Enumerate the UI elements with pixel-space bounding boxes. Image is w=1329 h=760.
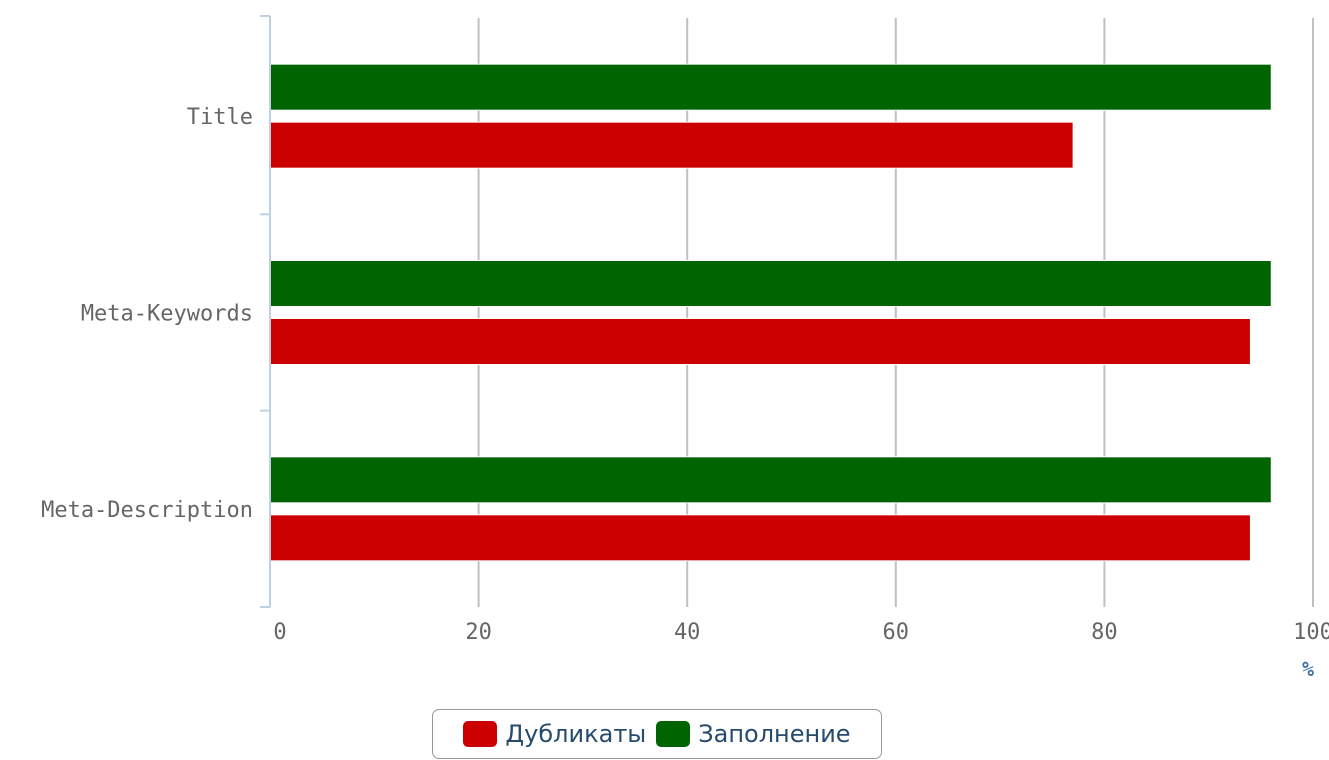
x-tick-label-60: 60 bbox=[883, 620, 910, 645]
category-label-meta-keywords: Meta-Keywords bbox=[81, 302, 253, 327]
bar-duplicates-meta-keywords[interactable] bbox=[269, 318, 1251, 365]
x-tick-labels: 0 20 40 60 80 100 bbox=[273, 620, 1329, 645]
legend: Дубликаты Заполнение bbox=[432, 709, 882, 759]
x-tick-label-40: 40 bbox=[674, 620, 701, 645]
bar-fill-meta-description[interactable] bbox=[269, 456, 1272, 504]
x-tick-label-20: 20 bbox=[465, 620, 492, 645]
x-tick-label-100: 100 bbox=[1293, 620, 1329, 645]
legend-swatch-fill bbox=[656, 721, 691, 747]
x-tick-label-0: 0 bbox=[273, 620, 286, 645]
x-tick-label-80: 80 bbox=[1091, 620, 1118, 645]
category-axis bbox=[260, 15, 271, 608]
bar-fill-title[interactable] bbox=[269, 63, 1272, 111]
bar-fill-meta-keywords[interactable] bbox=[269, 260, 1272, 307]
legend-item-fill[interactable]: Заполнение bbox=[656, 720, 851, 748]
bar-duplicates-title[interactable] bbox=[269, 121, 1074, 169]
bar-chart: Title Meta-Keywords Meta-Description 0 20 40… bbox=[41, 15, 1329, 681]
bar-duplicates-meta-description[interactable] bbox=[269, 514, 1251, 562]
legend-item-duplicates[interactable]: Дубликаты bbox=[463, 720, 646, 748]
legend-label-fill: Заполнение bbox=[698, 720, 851, 748]
category-label-title: Title bbox=[187, 105, 253, 130]
bars bbox=[269, 63, 1272, 562]
grid-lines bbox=[477, 18, 1314, 607]
x-axis-unit-label: % bbox=[1302, 657, 1314, 681]
category-label-meta-description: Meta-Description bbox=[41, 498, 253, 523]
category-labels: Title Meta-Keywords Meta-Description bbox=[41, 105, 253, 523]
legend-swatch-duplicates bbox=[463, 721, 498, 747]
legend-label-duplicates: Дубликаты bbox=[505, 720, 647, 748]
